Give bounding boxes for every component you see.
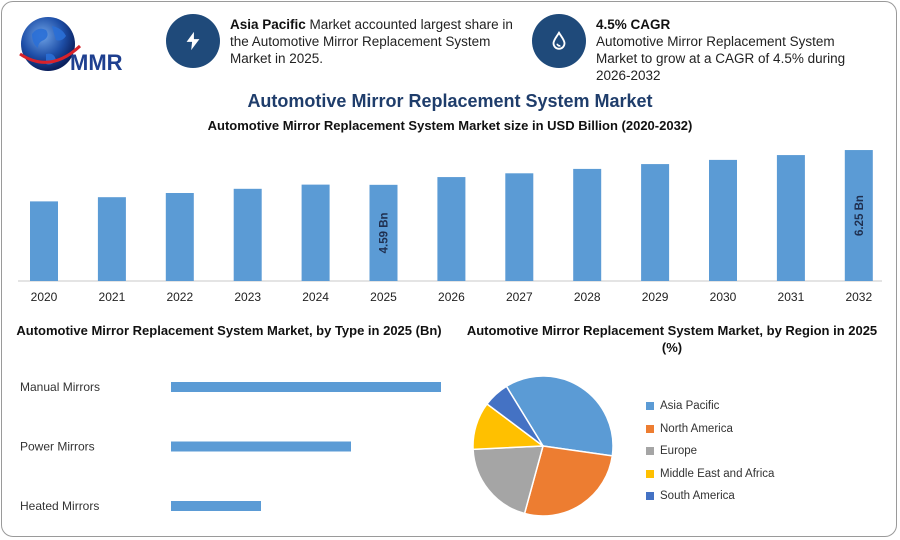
legend-swatch bbox=[646, 492, 654, 501]
type-label: Power Mirrors bbox=[20, 440, 95, 454]
x-tick-label: 2021 bbox=[99, 290, 126, 304]
legend-label: North America bbox=[660, 422, 733, 435]
logo-text: MMR bbox=[70, 50, 123, 75]
x-tick-label: 2027 bbox=[506, 290, 533, 304]
kpi-cagr-text: 4.5% CAGR Automotive Mirror Replacement … bbox=[596, 16, 876, 84]
bar-2023 bbox=[233, 188, 262, 281]
chart-title: Automotive Mirror Replacement System Mar… bbox=[247, 91, 653, 111]
x-tick-label: 2029 bbox=[642, 290, 669, 304]
drop-icon bbox=[552, 30, 566, 50]
legend-swatch bbox=[646, 424, 654, 433]
kpi-cagr-bold: 4.5% CAGR bbox=[596, 17, 671, 32]
bar-2026 bbox=[437, 177, 466, 281]
x-tick-label: 2020 bbox=[31, 290, 58, 304]
x-tick-label: 2026 bbox=[438, 290, 465, 304]
bar-2024 bbox=[301, 184, 330, 281]
legend-swatch bbox=[646, 469, 654, 478]
data-label: 4.59 Bn bbox=[379, 212, 391, 253]
legend-label: South America bbox=[660, 490, 735, 503]
kpi-cagr-desc: Automotive Mirror Replacement System Mar… bbox=[596, 34, 846, 83]
lightning-icon bbox=[186, 31, 200, 51]
bar-2029 bbox=[641, 164, 670, 281]
x-tick-label: 2031 bbox=[778, 290, 805, 304]
bar-2022 bbox=[165, 193, 194, 281]
bar-2031 bbox=[776, 155, 805, 281]
kpi-region-desc: Market accounted largest share in the Au… bbox=[230, 17, 513, 66]
yearly-bar-chart: 2020 2021 2022 2023 2024 2025 4.59 Bn 2026 2027 2… bbox=[18, 150, 882, 304]
pie-slice bbox=[485, 385, 544, 447]
kpi-drop-badge bbox=[532, 14, 586, 68]
kpi-lightning-badge bbox=[166, 14, 220, 68]
globe-icon bbox=[19, 17, 82, 71]
type-bar-chart: Manual Mirrors Power Mirrors Heated Mirror… bbox=[20, 380, 441, 513]
pie-slice bbox=[523, 445, 614, 517]
x-tick-label: 2022 bbox=[166, 290, 193, 304]
x-tick-label: 2028 bbox=[574, 290, 601, 304]
x-tick-label: 2023 bbox=[234, 290, 261, 304]
bar-2027 bbox=[505, 173, 534, 281]
x-tick-label: 2024 bbox=[302, 290, 329, 304]
type-label: Heated Mirrors bbox=[20, 499, 99, 513]
data-label: 6.25 Bn bbox=[854, 195, 866, 236]
legend-swatch bbox=[646, 402, 654, 411]
pie-slice bbox=[505, 375, 614, 457]
region-legend: Asia Pacific North America Europe Middle Ea… bbox=[646, 395, 774, 508]
type-bar bbox=[171, 501, 261, 511]
legend-item: Middle East and Africa bbox=[646, 463, 774, 486]
chart-subtitle: Automotive Mirror Replacement System Mar… bbox=[207, 118, 693, 133]
x-tick-label: 2030 bbox=[710, 290, 737, 304]
region-pie-chart bbox=[472, 375, 614, 517]
kpi-region-text: Asia Pacific Market accounted largest sh… bbox=[230, 16, 520, 67]
legend-item: Asia Pacific bbox=[646, 395, 774, 418]
region-chart-title: Automotive Mirror Replacement System Mar… bbox=[466, 323, 878, 355]
mmr-logo: MMR bbox=[19, 17, 123, 75]
pie-slice bbox=[472, 445, 544, 515]
legend-item: South America bbox=[646, 485, 774, 508]
legend-item: North America bbox=[646, 418, 774, 441]
bar-2021 bbox=[97, 197, 126, 281]
legend-label: Middle East and Africa bbox=[660, 467, 775, 480]
type-chart-title: Automotive Mirror Replacement System Mar… bbox=[16, 323, 442, 338]
legend-label: Europe bbox=[660, 445, 698, 458]
type-bar bbox=[171, 382, 441, 392]
bar-2032 bbox=[844, 150, 873, 281]
x-tick-label: 2025 bbox=[370, 290, 397, 304]
bar-2030 bbox=[709, 159, 737, 281]
legend-label: Asia Pacific bbox=[660, 400, 720, 413]
type-label: Manual Mirrors bbox=[20, 380, 100, 394]
x-tick-label: 2032 bbox=[845, 290, 872, 304]
type-bar bbox=[171, 441, 351, 452]
bar-2028 bbox=[573, 168, 602, 281]
legend-item: Europe bbox=[646, 440, 774, 463]
bar-2025 bbox=[369, 184, 398, 281]
kpi-region-bold: Asia Pacific bbox=[230, 17, 306, 32]
bar-2020 bbox=[30, 201, 58, 281]
legend-swatch bbox=[646, 447, 654, 456]
